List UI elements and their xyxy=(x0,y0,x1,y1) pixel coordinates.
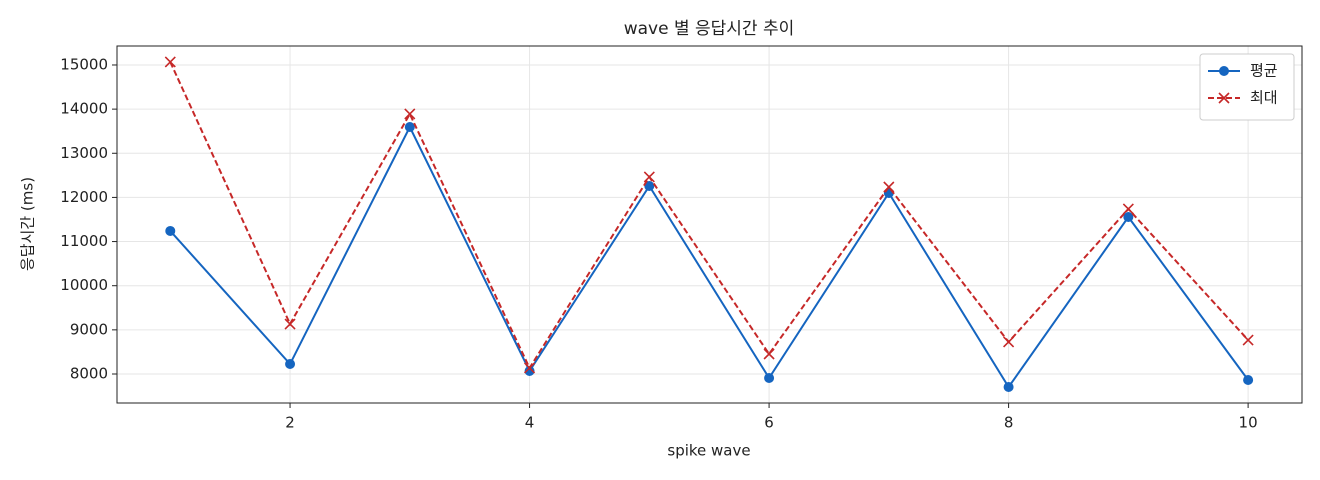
marker xyxy=(1123,212,1134,223)
marker xyxy=(763,348,775,360)
marker xyxy=(644,180,655,191)
x-tick-label: 10 xyxy=(1239,414,1258,432)
marker xyxy=(164,56,176,68)
series-line xyxy=(169,124,1249,389)
legend-marker xyxy=(1219,66,1229,76)
x-tick-label: 8 xyxy=(1004,414,1014,432)
plot-frame xyxy=(116,45,1303,404)
legend-label: 평균 xyxy=(1250,62,1278,80)
x-axis-label: spike wave xyxy=(667,442,750,460)
marker xyxy=(165,225,176,236)
x-tick-label: 4 xyxy=(525,414,535,432)
marker xyxy=(643,171,655,183)
marker xyxy=(523,362,536,374)
x-tick-label: 2 xyxy=(285,414,295,432)
legend-label: 최대 xyxy=(1250,89,1278,107)
y-tick-label: 14000 xyxy=(60,100,108,118)
marker xyxy=(764,373,775,384)
marker xyxy=(1003,382,1014,393)
series-line xyxy=(169,61,1249,371)
marker xyxy=(284,318,296,330)
y-tick-label: 15000 xyxy=(60,55,108,73)
y-tick-label: 11000 xyxy=(60,232,108,250)
y-tick-label: 12000 xyxy=(60,188,108,206)
y-tick-label: 10000 xyxy=(60,276,108,294)
legend-marker xyxy=(1218,92,1230,104)
chart-title: wave 별 응답시간 추이 xyxy=(624,19,795,39)
marker xyxy=(883,181,895,193)
marker xyxy=(285,359,296,370)
marker xyxy=(1242,334,1254,346)
y-tick-label: 13000 xyxy=(60,144,108,162)
marker xyxy=(404,108,416,120)
y-tick-label: 9000 xyxy=(70,320,108,338)
y-tick-label: 8000 xyxy=(70,364,108,382)
legend-box xyxy=(1199,53,1295,121)
marker xyxy=(404,122,415,133)
y-axis-label: 응답시간 (ms) xyxy=(19,177,37,271)
marker xyxy=(1122,203,1134,215)
x-tick-label: 6 xyxy=(764,414,774,432)
marker xyxy=(524,365,535,376)
marker xyxy=(1243,375,1254,386)
marker xyxy=(1003,336,1015,348)
